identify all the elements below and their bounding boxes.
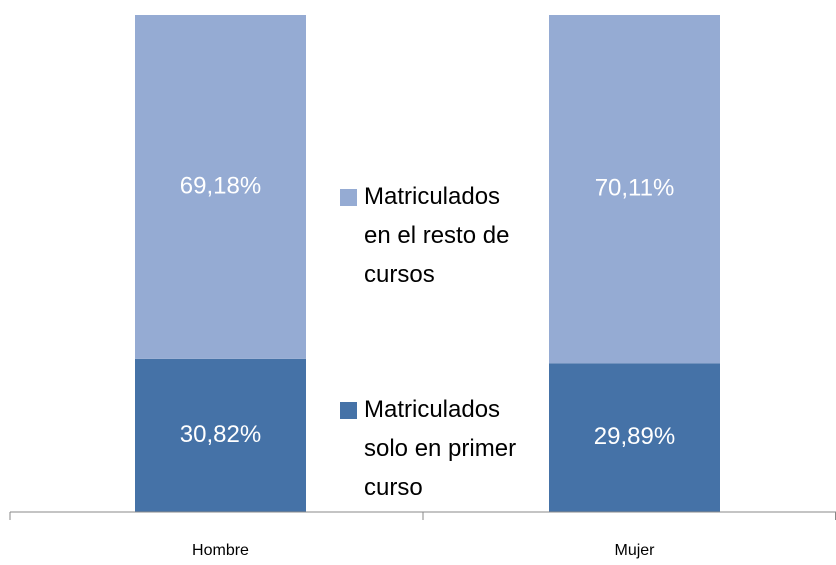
legend-label: Matriculados en el resto de cursos <box>364 183 510 288</box>
data-label: 70,11% <box>595 175 675 202</box>
legend-item: Matriculados solo en primer curso <box>340 390 530 507</box>
data-label: 29,89% <box>594 423 675 450</box>
x-tick-label: Hombre <box>192 542 249 559</box>
data-label: 69,18% <box>180 172 261 199</box>
legend-swatch <box>340 402 357 419</box>
data-label: 30,82% <box>180 421 261 448</box>
bar-segment <box>549 15 720 364</box>
legend-item: Matriculados en el resto de cursos <box>340 177 530 294</box>
legend-swatch <box>340 189 357 206</box>
bar-segment <box>549 363 720 512</box>
x-tick-label: Mujer <box>614 542 655 559</box>
bar-segment <box>135 15 306 359</box>
bar-segment <box>135 358 306 512</box>
legend-label: Matriculados solo en primer curso <box>364 396 517 501</box>
